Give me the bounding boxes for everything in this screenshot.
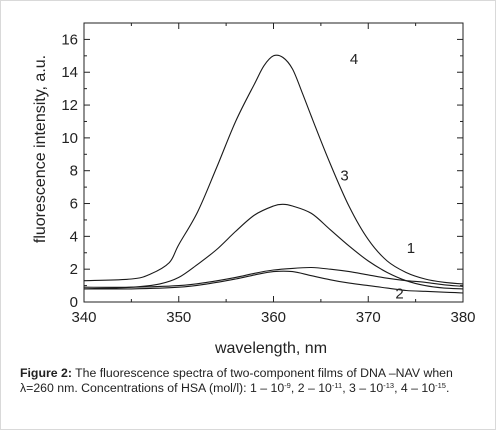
x-tick-label: 380 [450,309,475,326]
y-tick-label: 4 [70,228,78,245]
y-tick-label: 2 [70,261,78,278]
series-line-2 [83,270,464,294]
series-line-1 [83,266,464,288]
y-tick-label: 12 [61,97,78,114]
series-label-4: 4 [350,51,358,68]
series-label-3: 3 [340,168,348,185]
y-tick-label: 14 [61,64,78,81]
series-label-2: 2 [395,286,403,303]
y-tick-label: 16 [61,31,78,48]
y-tick-label: 6 [70,196,78,213]
series-line-3 [83,203,464,290]
series-label-1: 1 [407,240,415,257]
x-tick-label: 340 [71,309,96,326]
caption-text-2: , 2 – 10 [290,381,332,395]
caption-text-3: , 3 – 10 [342,381,384,395]
y-tick-label: 0 [70,294,78,311]
x-tick-label: 370 [356,309,381,326]
y-tick-label: 10 [61,130,78,147]
y-axis-title: fluorescence intensity, a.u. [32,55,49,243]
x-axis-title: wavelength, nm [214,340,327,357]
caption-label: Figure 2: [20,366,72,380]
caption-text-5: . [445,381,450,395]
x-tick-label: 360 [261,309,286,326]
caption-exp-4: -15 [435,381,446,390]
caption-exp-3: -13 [383,381,395,390]
y-tick-label: 8 [70,163,78,180]
series-line-4 [83,54,464,285]
plot-frame [83,22,464,303]
figure-caption: Figure 2: The fluorescence spectra of tw… [20,366,482,396]
caption-text-1: The fluorescence spectra of two-componen… [20,366,453,395]
caption-exp-2: -11 [331,381,343,390]
x-tick-label: 350 [166,309,191,326]
caption-exp-1: -9 [284,381,291,390]
caption-text-4: , 4 – 10 [394,381,436,395]
